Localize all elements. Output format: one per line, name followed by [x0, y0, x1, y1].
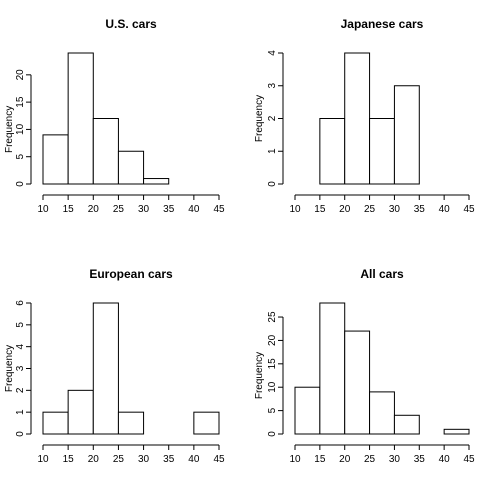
y-tick-label: 25 [267, 311, 278, 323]
x-tick-label: 40 [188, 454, 200, 465]
histogram-bar [393, 85, 420, 185]
y-tick-label: 4 [15, 343, 26, 349]
x-tick-label: 25 [113, 204, 125, 215]
x-tick-label: 20 [88, 204, 100, 215]
histogram-bar [42, 411, 69, 435]
x-tick-label: 25 [113, 454, 125, 465]
y-axis-label: Frequency [4, 345, 15, 392]
y-tick-label: 10 [15, 123, 26, 135]
y-tick-label: 5 [15, 153, 26, 159]
chart-title: Japanese cars [341, 17, 424, 31]
histogram-bar [92, 118, 119, 185]
x-tick-label: 30 [389, 204, 401, 215]
y-tick-label: 10 [267, 381, 278, 393]
y-axis-label: Frequency [254, 352, 265, 399]
y-axis-label: Frequency [254, 95, 265, 142]
x-tick-label: 15 [63, 454, 75, 465]
histogram-bar [92, 302, 119, 435]
histogram-panel-1: U.S. cars 0 5 10 15 20 10 15 20 25 30 35 40 45 Frequen… [4, 17, 225, 215]
x-tick-label: 30 [138, 204, 150, 215]
x-tick-label: 20 [339, 454, 351, 465]
histogram-bar [369, 391, 395, 435]
y-tick-label: 0 [267, 181, 278, 187]
histogram-bar [369, 118, 395, 185]
histogram-bar [143, 178, 170, 185]
y-tick-label: 3 [15, 365, 26, 371]
x-tick-label: 20 [339, 204, 351, 215]
y-axis-label: Frequency [4, 106, 15, 153]
chart-title: European cars [89, 267, 173, 281]
histogram-bar [67, 389, 94, 435]
y-tick-label: 1 [267, 148, 278, 154]
histogram-bar [344, 330, 371, 435]
y-tick-label: 5 [15, 322, 26, 328]
histogram-panel-4: All cars 0 5 10 15 20 25 10 15 20 25 30 35 40 45 Freque… [254, 267, 475, 465]
y-tick-label: 0 [267, 431, 278, 437]
y-tick-label: 4 [267, 50, 278, 56]
x-tick-label: 45 [213, 454, 225, 465]
y-tick-label: 15 [267, 358, 278, 370]
x-tick-label: 15 [63, 204, 75, 215]
x-tick-label: 20 [88, 454, 100, 465]
y-tick-label: 20 [15, 69, 26, 81]
x-tick-label: 45 [213, 204, 225, 215]
x-tick-label: 35 [414, 204, 426, 215]
y-tick-label: 0 [15, 181, 26, 187]
y-tick-label: 6 [15, 300, 26, 306]
x-tick-label: 25 [364, 454, 376, 465]
histogram-bar [393, 414, 420, 435]
y-tick-label: 5 [267, 407, 278, 413]
histogram-bar [67, 52, 94, 185]
x-tick-label: 40 [188, 204, 200, 215]
x-tick-label: 25 [364, 204, 376, 215]
x-tick-label: 45 [463, 204, 475, 215]
y-tick-label: 2 [267, 115, 278, 121]
x-tick-label: 30 [138, 454, 150, 465]
x-tick-label: 35 [163, 454, 175, 465]
y-tick-label: 15 [15, 96, 26, 108]
histogram-bar [117, 150, 145, 185]
histogram-bar [344, 52, 371, 185]
x-tick-label: 10 [37, 454, 49, 465]
x-tick-label: 10 [289, 454, 301, 465]
x-tick-label: 15 [314, 204, 326, 215]
y-tick-label: 2 [15, 387, 26, 393]
x-tick-label: 40 [439, 204, 451, 215]
histogram-bar [319, 118, 346, 185]
y-tick-label: 20 [267, 334, 278, 346]
y-tick-label: 1 [15, 409, 26, 415]
histogram-bar [443, 428, 470, 435]
chart-title: U.S. cars [105, 17, 157, 31]
histogram-bar [319, 302, 346, 435]
x-tick-label: 15 [314, 454, 326, 465]
histogram-bar [42, 134, 69, 185]
histogram-bar [294, 386, 321, 435]
x-tick-label: 40 [439, 454, 451, 465]
x-tick-label: 30 [389, 454, 401, 465]
x-tick-label: 10 [289, 204, 301, 215]
histogram-bar [117, 411, 145, 435]
histogram-bar [193, 411, 220, 435]
x-tick-label: 35 [414, 454, 426, 465]
y-tick-label: 0 [15, 431, 26, 437]
histogram-panel-2: Japanese cars 0 1 2 3 4 10 15 20 25 30 35 40 45 Freque… [254, 17, 475, 215]
x-tick-label: 45 [463, 454, 475, 465]
y-tick-label: 3 [267, 83, 278, 89]
x-tick-label: 10 [37, 204, 49, 215]
x-tick-label: 35 [163, 204, 175, 215]
chart-title: All cars [360, 267, 404, 281]
